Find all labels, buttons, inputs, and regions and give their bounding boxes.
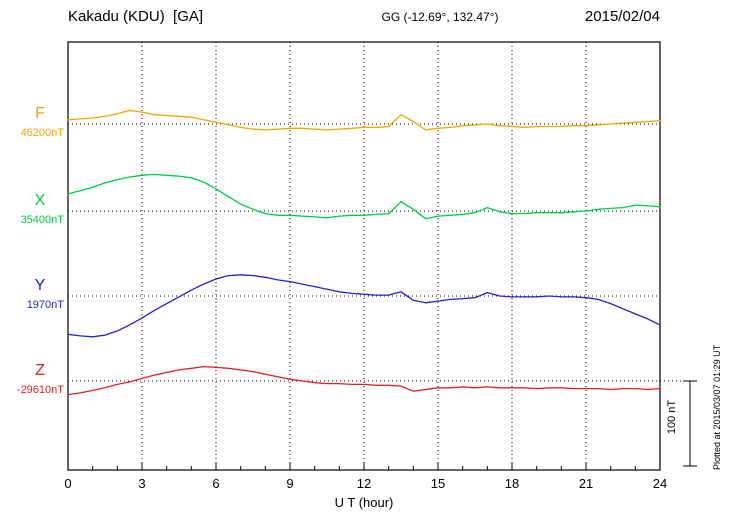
plot-frame <box>67 41 661 471</box>
x-tick-label: 6 <box>212 476 220 491</box>
series-label-X: X <box>34 192 46 209</box>
series-baseline-F: 46200nT <box>20 127 64 139</box>
chart-date: 2015/02/04 <box>584 8 660 25</box>
series-baseline-Z: -29610nT <box>16 384 64 396</box>
series-label-F: F <box>35 105 45 122</box>
trace-F <box>67 109 661 131</box>
trace-Z <box>67 365 661 396</box>
trace-X <box>67 173 661 220</box>
x-axis-title: U T (hour) <box>334 495 394 510</box>
series-baseline-Y: 1970nT <box>26 299 64 311</box>
trace-Y <box>67 274 661 338</box>
observatory-coords: GG (-12.69°, 132.47°) <box>381 10 499 24</box>
x-tick-label: 21 <box>578 476 594 491</box>
chart-title: Kakadu (KDU) [GA] <box>68 8 204 25</box>
x-tick-label: 0 <box>64 476 72 491</box>
x-tick-label: 12 <box>356 476 372 491</box>
series-baseline-X: 35400nT <box>20 214 64 226</box>
plot-timestamp-note: Plotted at 2015/03/07 01:29 UT <box>712 344 722 470</box>
x-tick-label: 3 <box>138 476 146 491</box>
scale-bar-label: 100 nT <box>666 399 678 435</box>
x-tick-label: 9 <box>286 476 294 491</box>
x-tick-label: 24 <box>652 476 668 491</box>
series-label-Z: Z <box>35 362 45 379</box>
series-label-Y: Y <box>34 277 46 294</box>
x-tick-label: 18 <box>504 476 520 491</box>
x-tick-label: 15 <box>430 476 446 491</box>
